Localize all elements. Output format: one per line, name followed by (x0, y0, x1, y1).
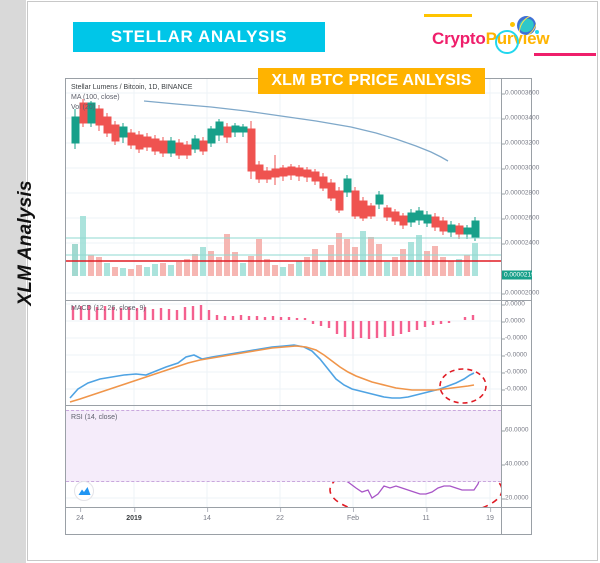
price-pane[interactable]: Stellar Lumens / Bitcoin, 1D, BINANCE MA… (66, 79, 539, 301)
price-tick: 0.00003000 (501, 164, 540, 172)
logo-rule-bottom (534, 53, 596, 56)
macd-histogram (71, 305, 475, 339)
chart-banner-xlm-btc: XLM BTC PRICE ANLYSIS (258, 68, 485, 94)
time-tick: Feb (346, 508, 360, 522)
left-gutter-strip (0, 0, 26, 563)
time-tick: 11 (422, 508, 430, 522)
tradingview-chart[interactable]: Stellar Lumens / Bitcoin, 1D, BINANCE MA… (65, 78, 539, 535)
title-banner-label: STELLAR ANALYSIS (110, 27, 288, 46)
macd-scale[interactable]: 0.0000 0.0000 -0.0000 -0.0000 -0.0000 -0… (501, 301, 532, 405)
price-plot[interactable]: Stellar Lumens / Bitcoin, 1D, BINANCE MA… (66, 79, 501, 300)
macd-tick: -0.0000 (501, 368, 528, 376)
rsi-scale[interactable]: 60.0000 40.0000 20.0000 (501, 406, 532, 507)
rsi-oversold-annotation (329, 461, 501, 507)
macd-tick: -0.0000 (501, 334, 528, 342)
chart-symbol-label: Stellar Lumens / Bitcoin, 1D, BINANCE (71, 84, 193, 91)
macd-tick: -0.0000 (501, 351, 528, 359)
time-axis-corner (501, 508, 532, 534)
price-tick: 0.00002800 (501, 189, 540, 197)
logo-globe-icon (517, 16, 536, 35)
time-axis-pane[interactable]: 24 2019 14 22 Feb 11 19 (66, 508, 531, 534)
macd-crossover-annotation (439, 368, 487, 404)
current-price-badge: 0.00002191 (502, 270, 539, 280)
time-tick: 24 (76, 508, 84, 522)
logo-dot-cyan-icon (535, 30, 539, 34)
price-tick: 0.00002600 (501, 214, 540, 222)
time-axis[interactable]: 24 2019 14 22 Feb 11 19 (66, 508, 501, 534)
rsi-label: RSI (14, close) (71, 414, 118, 421)
ma-line (143, 100, 449, 162)
tradingview-logo-icon[interactable] (74, 481, 94, 501)
rsi-tick: 60.0000 (502, 426, 529, 434)
rsi-tick: 40.0000 (502, 460, 529, 468)
chart-banner-label: XLM BTC PRICE ANLYSIS (271, 72, 472, 89)
macd-tick: -0.0000 (501, 385, 528, 393)
title-banner-stellar-analysis: STELLAR ANALYSIS (73, 22, 325, 52)
macd-tick: 0.0000 (502, 317, 525, 325)
rsi-tick: 20.0000 (502, 494, 529, 502)
logo-word-crypto: Crypto (432, 29, 486, 48)
brand-logo[interactable]: CryptoPurview (424, 10, 596, 58)
macd-tick: 0.0000 (502, 300, 525, 308)
chart-vol-label: Vol (20) (71, 104, 96, 111)
mountain-chart-icon (78, 487, 90, 495)
rsi-band (66, 410, 501, 482)
price-scale[interactable]: 0.00003600 0.00003400 0.00003200 0.00003… (501, 79, 539, 300)
logo-rule-top (424, 14, 472, 17)
logo-ring-icon (495, 30, 519, 54)
macd-plot[interactable]: MACD (12, 26, close, 9) (66, 301, 501, 405)
price-tick: 0.00002400 (501, 239, 540, 247)
macd-signal-line (69, 345, 475, 403)
time-tick: 19 (486, 508, 494, 522)
price-tick: 0.00003200 (501, 139, 540, 147)
volume-bars (72, 216, 478, 276)
price-tick: 0.00002000 (501, 289, 540, 297)
price-svg (66, 79, 501, 300)
macd-pane[interactable]: MACD (12, 26, close, 9) (66, 301, 531, 406)
time-tick: 22 (276, 508, 284, 522)
chart-ma-label: MA (100, close) (71, 94, 120, 101)
time-tick: 2019 (126, 508, 142, 522)
macd-svg (66, 301, 501, 405)
price-tick: 0.00003400 (501, 114, 540, 122)
rsi-pane[interactable]: RSI (14, close) (66, 406, 531, 508)
side-label-xlm-analysis: XLM Analysis (15, 180, 36, 306)
time-tick: 14 (203, 508, 211, 522)
macd-label: MACD (12, 26, close, 9) (71, 305, 146, 312)
price-tick: 0.00003600 (501, 89, 540, 97)
rsi-plot[interactable]: RSI (14, close) (66, 406, 501, 507)
logo-dot-yellow-icon (510, 22, 515, 27)
candlesticks (71, 99, 480, 241)
